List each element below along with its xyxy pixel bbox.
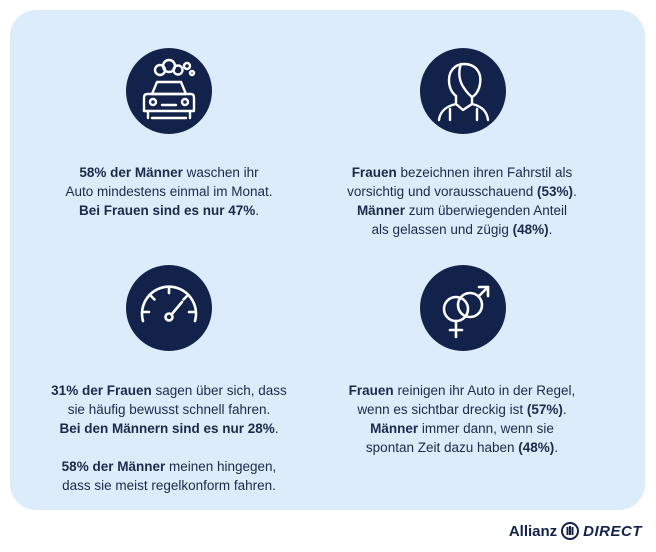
- text-line: Männer immer dann, wenn sie: [312, 419, 612, 438]
- body-text: Auto mindestens einmal im Monat.: [65, 184, 273, 199]
- text-line: dass sie meist regelkonform fahren.: [19, 476, 319, 495]
- body-text: reinigen ihr Auto in der Regel,: [393, 383, 576, 398]
- highlight-text: 58% der Männer: [79, 165, 183, 180]
- body-text: .: [554, 440, 559, 455]
- card-text-driving-style: Frauen bezeichnen ihren Fahrstil als vors…: [312, 163, 612, 239]
- body-text: sagen über sich, dass: [151, 383, 287, 398]
- body-text: als gelassen und zügig: [371, 222, 513, 237]
- card-text-car-wash: 58% der Männer waschen ihr Auto mindesten…: [19, 163, 319, 220]
- text-line: vorsichtig und vorausschauend (53%).: [312, 182, 612, 201]
- highlight-text: Männer: [370, 421, 419, 436]
- body-text: .: [573, 184, 577, 199]
- text-line: wenn es sichtbar dreckig ist (57%).: [312, 400, 612, 419]
- car-wash-icon: [126, 48, 212, 134]
- text-line: Bei Frauen sind es nur 47%.: [19, 201, 319, 220]
- text-line: spontan Zeit dazu haben (48%).: [312, 438, 612, 457]
- body-text: sie häufig bewusst schnell fahren.: [67, 402, 271, 417]
- person-profile-icon: [420, 48, 506, 134]
- highlight-text: 58% der Männer: [61, 459, 166, 474]
- text-line: 58% der Männer meinen hingegen,: [19, 457, 319, 476]
- text-line: Bei den Männern sind es nur 28%.: [19, 419, 319, 438]
- body-text: immer dann, wenn sie: [418, 421, 554, 436]
- paragraph-gap: [19, 438, 319, 457]
- body-text: vorsichtig und vorausschauend: [347, 184, 538, 199]
- card-text-cleaning: Frauen reinigen ihr Auto in der Regel, we…: [312, 381, 612, 457]
- infographic-panel: [10, 10, 645, 510]
- brand-product: DIRECT: [583, 522, 642, 540]
- text-line: 58% der Männer waschen ihr: [19, 163, 319, 182]
- speedometer-icon: [126, 265, 212, 351]
- highlight-text: Bei den Männern sind es nur 28%: [59, 421, 275, 436]
- text-line: sie häufig bewusst schnell fahren.: [19, 400, 319, 419]
- highlight-text: Frauen: [348, 383, 394, 398]
- text-line: als gelassen und zügig (48%).: [312, 220, 612, 239]
- highlight-text: Bei Frauen sind es nur 47%: [78, 203, 256, 218]
- allianz-eagle-icon: [561, 522, 580, 540]
- highlight-text: (48%): [512, 222, 549, 237]
- text-line: Frauen reinigen ihr Auto in der Regel,: [312, 381, 612, 400]
- highlight-text: (48%): [518, 440, 555, 455]
- text-line: 31% der Frauen sagen über sich, dass: [19, 381, 319, 400]
- card-text-speed: 31% der Frauen sagen über sich, dass sie …: [19, 381, 319, 495]
- highlight-text: (57%): [526, 402, 563, 417]
- body-text: waschen ihr: [182, 165, 259, 180]
- highlight-text: Männer: [356, 203, 405, 218]
- body-text: bezeichnen ihren Fahrstil als: [396, 165, 573, 180]
- highlight-text: 31% der Frauen: [51, 383, 152, 398]
- body-text: zum überwiegenden Anteil: [404, 203, 568, 218]
- highlight-text: (53%): [537, 184, 574, 199]
- highlight-text: Frauen: [351, 165, 397, 180]
- body-text: meinen hingegen,: [165, 459, 277, 474]
- text-line: Auto mindestens einmal im Monat.: [19, 182, 319, 201]
- body-text: dass sie meist regelkonform fahren.: [62, 478, 276, 493]
- body-text: .: [274, 421, 279, 436]
- allianz-direct-logo: Allianz DIRECT: [509, 522, 642, 540]
- text-line: Frauen bezeichnen ihren Fahrstil als: [312, 163, 612, 182]
- text-line: Männer zum überwiegenden Anteil: [312, 201, 612, 220]
- body-text: .: [562, 402, 567, 417]
- body-text: .: [255, 203, 260, 218]
- body-text: .: [548, 222, 553, 237]
- brand-name: Allianz: [508, 522, 558, 540]
- body-text: spontan Zeit dazu haben: [365, 440, 519, 455]
- body-text: wenn es sichtbar dreckig ist: [357, 402, 527, 417]
- gender-symbols-icon: [420, 265, 506, 351]
